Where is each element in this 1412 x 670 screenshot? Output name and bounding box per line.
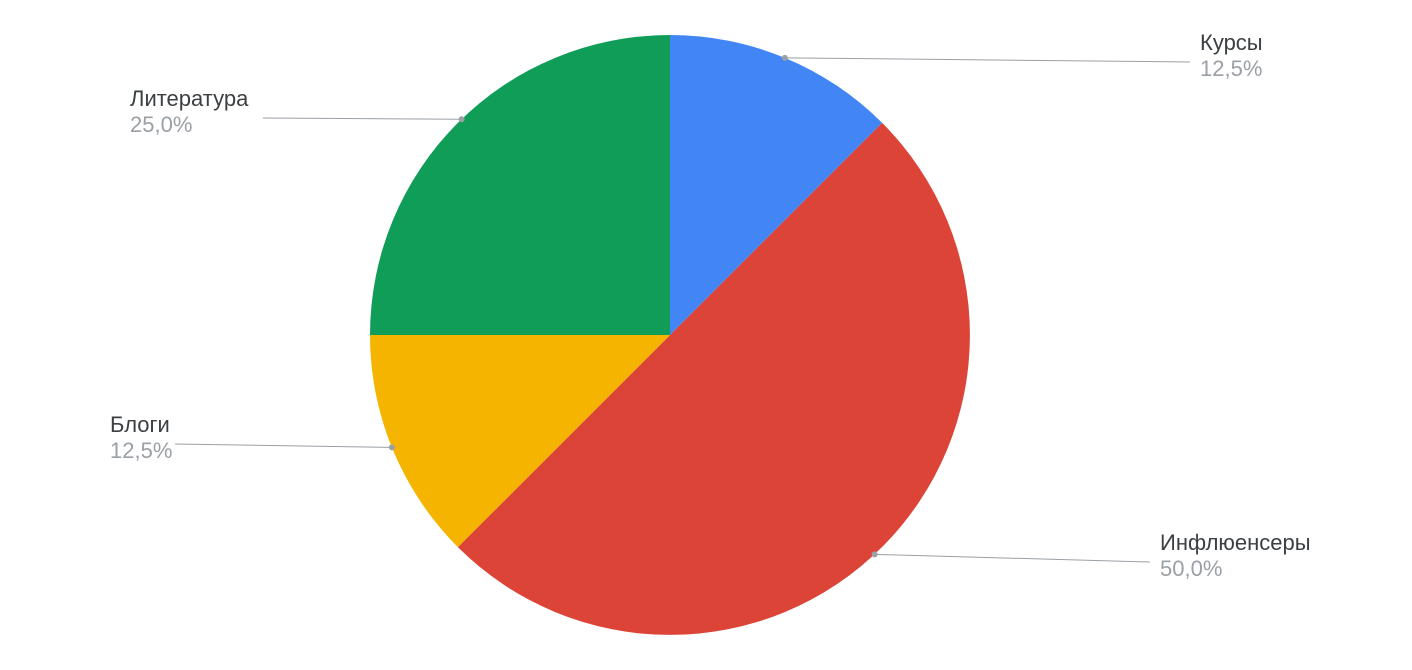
slice-label-name: Блоги [110, 412, 170, 437]
leader-line [263, 118, 462, 119]
slice-label-name: Курсы [1200, 30, 1263, 55]
leader-line [175, 444, 392, 447]
leader-line [875, 554, 1150, 562]
slice-label-name: Инфлюенсеры [1160, 530, 1311, 555]
pie-slice [370, 35, 670, 335]
slice-label-name: Литература [130, 86, 249, 111]
pie-svg: Курсы12,5%Инфлюенсеры50,0%Блоги12,5%Лите… [0, 0, 1412, 670]
slice-label-value: 25,0% [130, 112, 192, 137]
leader-dot [389, 444, 395, 450]
slice-label-value: 12,5% [110, 438, 172, 463]
slice-label-value: 12,5% [1200, 56, 1262, 81]
leader-dot [459, 116, 465, 122]
leader-dot [872, 551, 878, 557]
leader-dot [782, 55, 788, 61]
leader-line [785, 58, 1190, 62]
pie-chart: Курсы12,5%Инфлюенсеры50,0%Блоги12,5%Лите… [0, 0, 1412, 670]
slice-label-value: 50,0% [1160, 556, 1222, 581]
pie-slices [370, 35, 970, 635]
